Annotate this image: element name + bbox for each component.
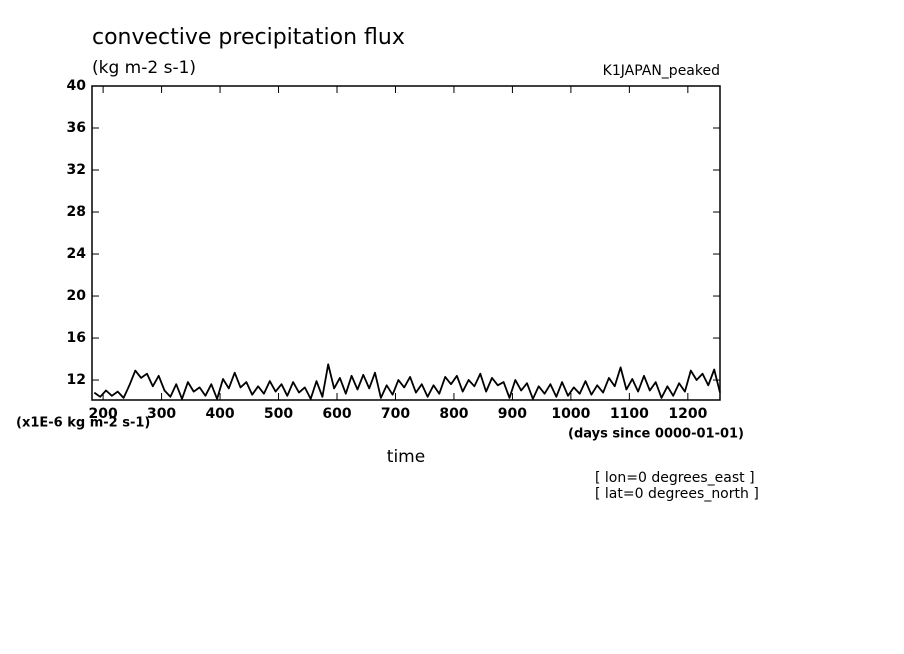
y-tick-label: 16 xyxy=(67,330,86,346)
note: [ lat=0 degrees_north ] xyxy=(595,486,759,502)
y-tick-label: 24 xyxy=(67,246,87,262)
x-tick-label: 1000 xyxy=(551,406,590,422)
x-tick-label: 300 xyxy=(147,406,176,422)
y-unit-label: (x1E-6 kg m-2 s-1) xyxy=(16,416,150,431)
y-tick-label: 12 xyxy=(67,372,86,388)
chart-title: convective precipitation flux xyxy=(92,25,405,50)
y-tick-label: 36 xyxy=(67,120,86,136)
x-tick-label: 700 xyxy=(381,406,410,422)
plot-frame xyxy=(91,85,721,401)
x-tick-label: 800 xyxy=(439,406,468,422)
x-tick-label: 500 xyxy=(264,406,293,422)
y-tick-label: 28 xyxy=(67,204,86,220)
x-tick-label: 200 xyxy=(88,406,117,422)
chart-subtitle: (kg m-2 s-1) xyxy=(92,58,196,78)
data-line xyxy=(93,363,721,400)
x-unit-label: (days since 0000-01-01) xyxy=(568,427,744,442)
x-tick-label: 600 xyxy=(322,406,351,422)
x-tick-label: 900 xyxy=(498,406,527,422)
x-axis-title: time xyxy=(387,447,425,467)
x-tick-label: 400 xyxy=(205,406,234,422)
y-tick-label: 32 xyxy=(67,162,86,178)
annotation: K1JAPAN_peaked xyxy=(603,63,720,79)
x-tick-label: 1100 xyxy=(610,406,649,422)
y-tick-label: 40 xyxy=(67,78,87,94)
x-tick-label: 1200 xyxy=(668,406,707,422)
y-tick-label: 20 xyxy=(67,288,87,304)
note: [ lon=0 degrees_east ] xyxy=(595,470,755,486)
